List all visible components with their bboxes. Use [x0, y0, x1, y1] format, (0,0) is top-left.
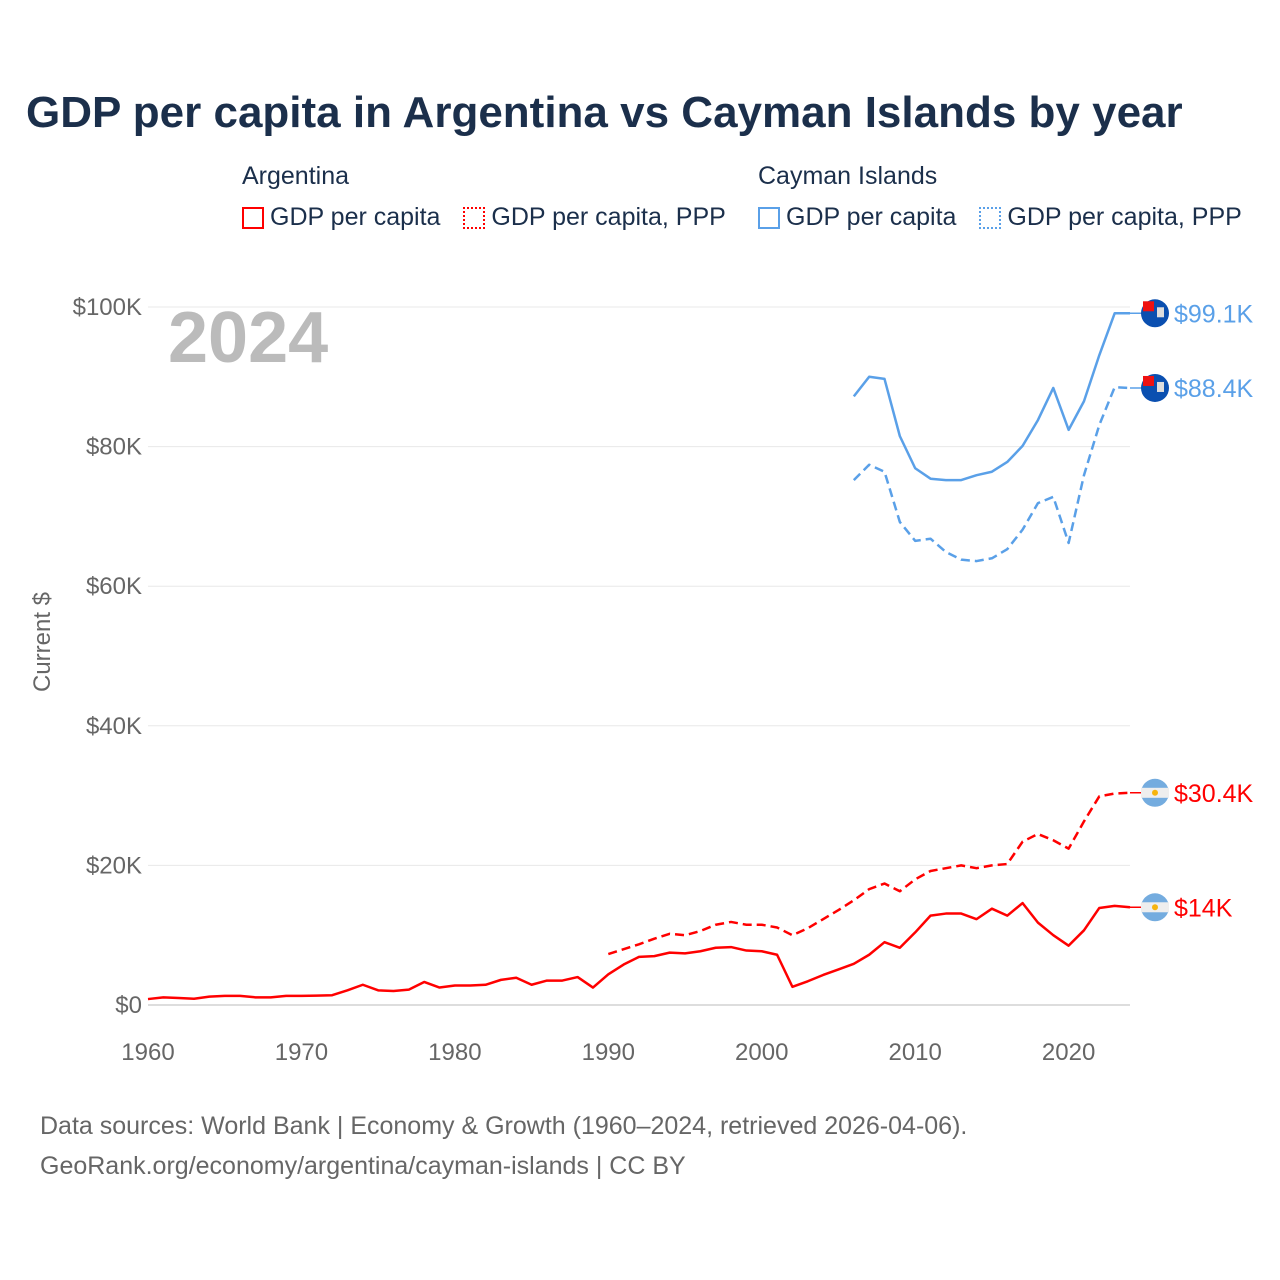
y-axis-label: Current $ — [29, 592, 56, 692]
x-tick-label: 2010 — [888, 1039, 941, 1066]
legend-swatch-dotted — [979, 206, 1002, 229]
x-tick-label: 1970 — [275, 1039, 328, 1066]
legend-swatch-solid — [758, 206, 780, 229]
legend-group-cayman: Cayman Islands GDP per capita GDP per ca… — [758, 162, 1258, 236]
end-value-label: $30.4K — [1174, 780, 1254, 808]
legend-label: GDP per capita — [270, 203, 441, 231]
end-value-label: $88.4K — [1174, 375, 1254, 403]
y-tick-label: $100K — [73, 294, 142, 321]
argentina-flag-icon — [1141, 893, 1169, 922]
footer-sources: Data sources: World Bank | Economy & Gro… — [40, 1112, 968, 1140]
argentina-flag-icon — [1141, 778, 1169, 807]
legend-item-argentina-gdp[interactable]: GDP per capita — [242, 203, 440, 232]
series-line — [852, 386, 1131, 563]
legend-item-cayman-gdp[interactable]: GDP per capita — [758, 203, 956, 232]
series-line — [147, 901, 1131, 1001]
cayman-flag-icon — [1141, 299, 1169, 328]
legend-group-title: Cayman Islands — [758, 162, 938, 190]
x-tick-label: 1980 — [428, 1039, 481, 1066]
x-tick-label: 2020 — [1042, 1039, 1095, 1066]
legend-item-argentina-ppp[interactable]: GDP per capita, PPP — [463, 203, 726, 232]
y-tick-label: $40K — [86, 713, 142, 740]
series-line — [607, 791, 1131, 956]
cayman-flag-icon — [1141, 373, 1169, 402]
legend-group-argentina: Argentina GDP per capita GDP per capita,… — [242, 162, 742, 236]
footer-link[interactable]: GeoRank.org/economy/argentina/cayman-isl… — [40, 1152, 686, 1180]
x-tick-label: 1990 — [582, 1039, 635, 1066]
x-tick-label: 2000 — [735, 1039, 788, 1066]
y-tick-label: $0 — [115, 992, 142, 1019]
y-tick-label: $20K — [86, 852, 142, 879]
legend-group-title: Argentina — [242, 162, 350, 190]
year-watermark: 2024 — [168, 298, 328, 378]
legend-label: GDP per capita, PPP — [1007, 203, 1242, 231]
series-line — [852, 312, 1130, 482]
legend-swatch-dotted — [463, 206, 486, 229]
y-tick-label: $60K — [86, 573, 142, 600]
y-tick-label: $80K — [86, 434, 142, 461]
chart-title: GDP per capita in Argentina vs Cayman Is… — [26, 88, 1183, 137]
end-value-label: $99.1K — [1174, 300, 1254, 328]
footer: Data sources: World Bank | Economy & Gro… — [40, 1106, 967, 1186]
legend-label: GDP per capita, PPP — [491, 203, 726, 231]
end-value-label: $14K — [1174, 894, 1233, 922]
legend-item-cayman-ppp[interactable]: GDP per capita, PPP — [979, 203, 1242, 232]
x-tick-label: 1960 — [121, 1039, 174, 1066]
legend-swatch-solid — [242, 206, 264, 229]
legend-label: GDP per capita — [786, 203, 957, 231]
